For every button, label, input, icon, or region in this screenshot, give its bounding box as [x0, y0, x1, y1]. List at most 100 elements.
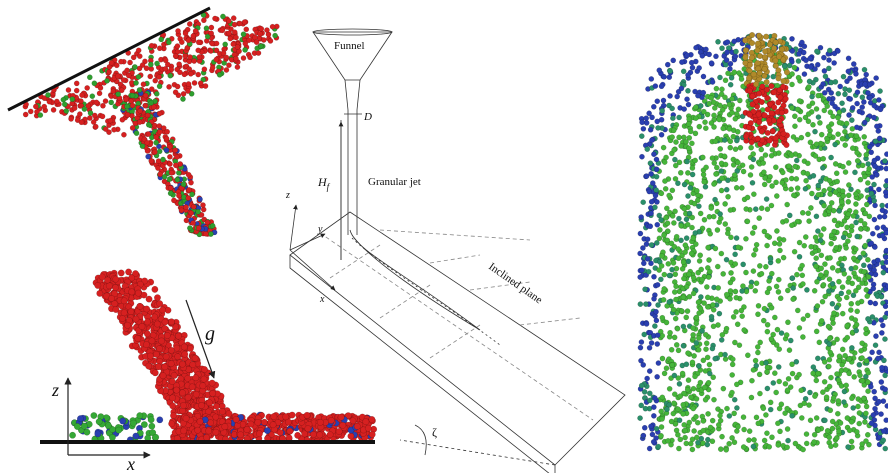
particle: [338, 414, 344, 420]
particle: [781, 255, 786, 260]
particle: [863, 411, 868, 416]
particle: [638, 345, 643, 350]
particle: [822, 379, 827, 384]
funnel-label: Funnel: [334, 40, 365, 52]
particle: [196, 48, 201, 53]
particle: [790, 276, 795, 281]
particle: [748, 120, 754, 126]
particle: [168, 191, 173, 196]
particle: [703, 397, 708, 402]
particle: [205, 220, 210, 225]
particle: [233, 56, 238, 61]
particle: [226, 410, 232, 416]
particle: [116, 92, 121, 97]
particle: [33, 104, 38, 109]
particle: [687, 420, 692, 425]
particle: [674, 342, 679, 347]
particle: [838, 256, 843, 261]
particle: [845, 225, 850, 230]
particle: [840, 347, 845, 352]
particle: [855, 101, 860, 106]
particle: [876, 350, 881, 355]
particle: [94, 100, 99, 105]
particle: [181, 182, 186, 187]
particle: [841, 399, 846, 404]
particle: [662, 178, 667, 183]
particle: [849, 345, 854, 350]
particle: [718, 146, 723, 151]
particle: [289, 412, 295, 418]
particle: [846, 276, 851, 281]
particle: [689, 251, 694, 256]
particle: [701, 428, 706, 433]
particle: [792, 114, 797, 119]
particle: [817, 340, 822, 345]
particle: [701, 90, 706, 95]
particle: [232, 22, 237, 27]
particle: [157, 129, 162, 134]
particle: [756, 91, 762, 97]
particle: [645, 237, 650, 242]
particle: [154, 135, 159, 140]
particle: [244, 426, 250, 432]
particle: [685, 170, 690, 175]
particle: [661, 233, 666, 238]
particle: [662, 159, 667, 164]
particle: [686, 102, 691, 107]
particle: [641, 433, 646, 438]
particle: [148, 416, 154, 422]
particle: [164, 136, 169, 141]
particle: [863, 243, 868, 248]
particle: [708, 425, 713, 430]
particle: [243, 41, 248, 46]
particle: [203, 83, 208, 88]
particle: [853, 220, 858, 225]
particle: [732, 70, 737, 75]
particle: [719, 337, 724, 342]
particle: [179, 40, 184, 45]
particle: [743, 134, 749, 140]
particle: [857, 373, 862, 378]
particle: [800, 334, 805, 339]
particle: [184, 218, 189, 223]
particle: [710, 302, 715, 307]
particle: [157, 84, 162, 89]
particle: [835, 115, 840, 120]
particle: [862, 120, 867, 125]
particle: [186, 187, 191, 192]
particle: [98, 85, 103, 90]
particle: [662, 272, 667, 277]
particle: [118, 270, 124, 276]
particle: [222, 423, 228, 429]
particle: [741, 262, 746, 267]
particle: [884, 248, 888, 253]
particle: [865, 90, 870, 95]
particle: [813, 264, 818, 269]
particle: [655, 99, 660, 104]
particle: [256, 430, 262, 436]
particle: [165, 62, 170, 67]
particle: [662, 74, 667, 79]
particle: [780, 180, 785, 185]
particle: [176, 193, 181, 198]
particle: [852, 170, 857, 175]
particle: [663, 186, 668, 191]
particle: [861, 99, 866, 104]
particle: [698, 380, 703, 385]
particle: [704, 165, 709, 170]
particle: [751, 151, 756, 156]
particle: [806, 84, 811, 89]
particle: [682, 106, 687, 111]
particle: [691, 275, 696, 280]
particle: [792, 249, 797, 254]
particle: [675, 94, 680, 99]
particle: [780, 170, 785, 175]
particle: [750, 180, 755, 185]
particle: [694, 340, 699, 345]
particle: [880, 323, 885, 328]
particle: [830, 426, 835, 431]
particle: [729, 390, 734, 395]
particle: [693, 158, 698, 163]
particle: [839, 101, 844, 106]
particle: [705, 355, 710, 360]
